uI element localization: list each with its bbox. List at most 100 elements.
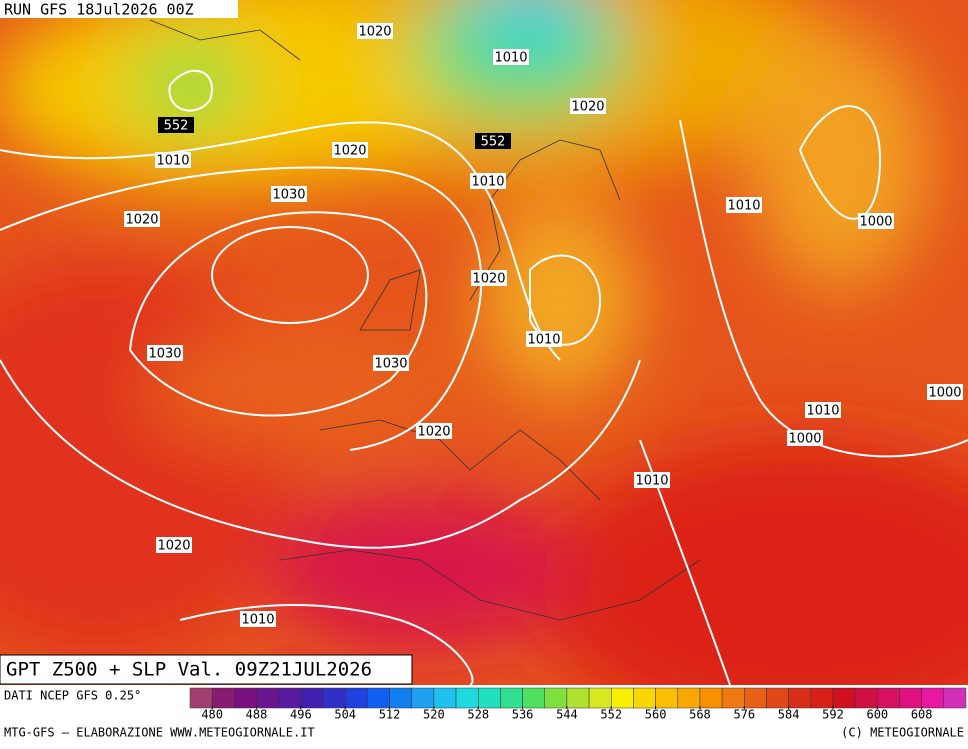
isobar-label-bg — [271, 186, 307, 202]
scale-tick-label: 576 — [733, 708, 755, 722]
scale-tick-label: 568 — [689, 708, 711, 722]
isobar-label: 1000 — [859, 215, 892, 230]
isobar-label: 1030 — [272, 188, 305, 203]
scale-tick-label: 552 — [600, 708, 622, 722]
color-swatch — [455, 687, 479, 709]
isobar-label-bg — [858, 213, 894, 229]
isobar-label: 1010 — [241, 613, 274, 628]
scale-tick-label: 544 — [556, 708, 578, 722]
color-swatch — [211, 687, 235, 709]
color-swatch — [810, 687, 834, 709]
color-swatch — [788, 687, 812, 709]
isobar-label: 1030 — [374, 357, 407, 372]
isobar-label-bg — [124, 211, 160, 227]
color-swatch — [344, 687, 368, 709]
isobar-label: 1010 — [494, 51, 527, 66]
height-label: 552 — [164, 119, 189, 134]
color-swatch — [189, 687, 213, 709]
isobar-label: 1000 — [928, 386, 961, 401]
color-swatch — [611, 687, 634, 709]
credit-label: MTG-GFS — ELABORAZIONE WWW.METEOGIORNALE… — [4, 726, 315, 740]
copyright-label: (C) METEOGIORNALE — [841, 726, 964, 740]
source-label: DATI NCEP GFS 0.25° — [4, 689, 141, 703]
scale-tick-label: 584 — [778, 708, 800, 722]
isobar-label: 1030 — [148, 347, 181, 362]
isobar-label: 1020 — [571, 100, 604, 115]
isobar-label: 1000 — [788, 432, 821, 447]
color-swatch — [921, 687, 945, 709]
scale-tick-label: 512 — [379, 708, 401, 722]
color-swatch — [300, 687, 324, 709]
isobar-label-bg — [332, 142, 368, 158]
scale-tick-label: 560 — [645, 708, 667, 722]
scale-tick-label: 608 — [911, 708, 933, 722]
isobar-label-bg — [240, 611, 276, 627]
color-swatch — [278, 687, 302, 709]
color-swatch — [699, 687, 723, 709]
isobar-label: 1020 — [333, 144, 366, 159]
color-swatch — [234, 687, 257, 709]
color-swatch — [322, 687, 346, 709]
color-swatch — [854, 687, 878, 709]
height-label-bg — [158, 117, 194, 133]
scale-tick-label: 536 — [512, 708, 534, 722]
color-scale: 480 488 496 504 512 520 528 536 544 552 560 568 576 5… — [189, 687, 967, 722]
color-swatch — [832, 687, 856, 709]
color-swatch — [477, 687, 501, 709]
isobar-label: 1010 — [156, 154, 189, 169]
scale-tick-label: 480 — [201, 708, 223, 722]
color-swatch — [256, 687, 279, 709]
color-swatch — [744, 687, 767, 709]
scale-tick-label: 528 — [467, 708, 489, 722]
color-swatch — [411, 687, 435, 709]
isobar-label: 1020 — [417, 425, 450, 440]
isobar-label: 1010 — [527, 333, 560, 348]
isobar-label-bg — [787, 430, 823, 446]
isobar-label-bg — [357, 23, 393, 39]
color-swatch — [566, 687, 590, 709]
scale-tick-label: 504 — [334, 708, 356, 722]
isobar-label-bg — [156, 537, 192, 553]
isobar-label: 1020 — [125, 213, 158, 228]
color-swatch — [389, 687, 412, 709]
isobar-label-bg — [805, 402, 841, 418]
color-swatch — [877, 687, 900, 709]
color-swatch — [544, 687, 568, 709]
scale-tick-label: 488 — [246, 708, 268, 722]
isobar-label-bg — [927, 384, 963, 400]
isobar-label: 1010 — [806, 404, 839, 419]
isobar-label-bg — [570, 98, 606, 114]
scale-tick-label: 592 — [822, 708, 844, 722]
color-swatch — [588, 687, 612, 709]
height-label: 552 — [481, 135, 506, 150]
height-label-bg — [475, 133, 511, 149]
color-swatch — [677, 687, 701, 709]
isobar-label-bg — [726, 197, 762, 213]
isobar-label-bg — [471, 270, 507, 286]
scale-tick-label: 496 — [290, 708, 312, 722]
run-label: RUN GFS 18Jul2026 00Z — [4, 1, 194, 19]
isobar-label: 1020 — [472, 272, 505, 287]
isobar-label-bg — [147, 345, 183, 361]
isobar-label-bg — [155, 152, 191, 168]
isobar-label: 1020 — [358, 25, 391, 40]
isobar-label: 1010 — [471, 175, 504, 190]
isobar-label-bg — [416, 423, 452, 439]
color-swatch — [367, 687, 390, 709]
color-swatch — [721, 687, 745, 709]
isobar-label-bg — [493, 49, 529, 65]
map-title: GPT Z500 + SLP Val. 09Z21JUL2026 — [6, 659, 372, 681]
isobar-label-bg — [373, 355, 409, 371]
coastlines — [149, 19, 701, 621]
isobar-label-bg — [470, 173, 506, 189]
title-box — [0, 654, 413, 685]
isobar-labels: 1020 1010 1020 1010 1020 1010 1030 1020 1010 1000… — [124, 23, 963, 628]
color-swatch — [522, 687, 545, 709]
color-swatch — [633, 687, 656, 709]
color-swatch — [655, 687, 679, 709]
color-swatch — [899, 687, 922, 709]
scale-tick-label: 600 — [866, 708, 888, 722]
